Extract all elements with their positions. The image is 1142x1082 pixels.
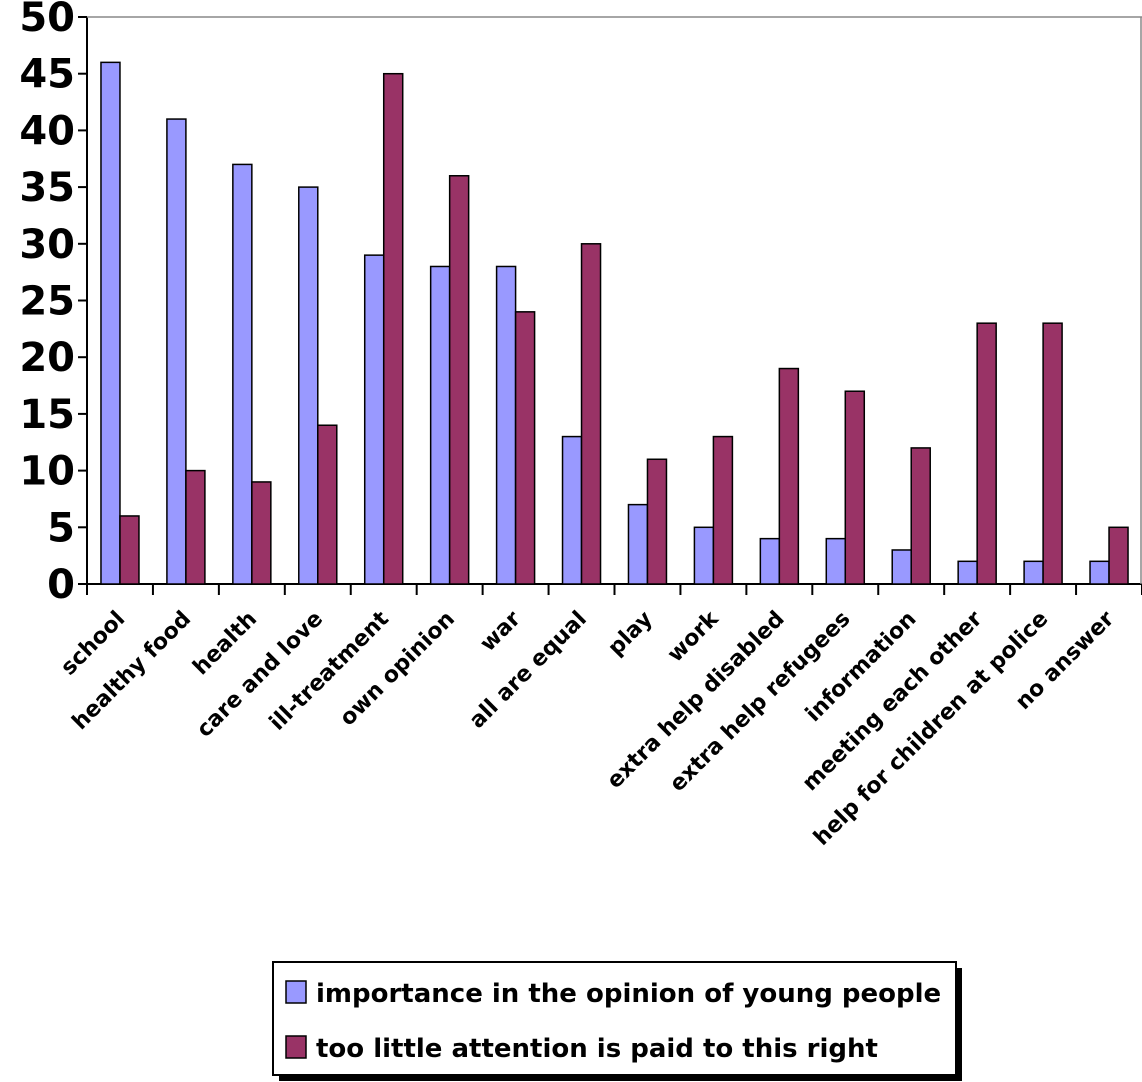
bar-importance <box>825 537 847 585</box>
bar-attention <box>251 481 272 585</box>
bar-attention <box>119 515 140 585</box>
bar-importance <box>1089 560 1110 585</box>
bar-importance <box>495 265 517 585</box>
legend-label-attention: too little attention is paid to this rig… <box>316 1034 878 1064</box>
bar-importance <box>561 435 583 585</box>
bar-attention <box>580 243 602 585</box>
bar-importance <box>759 537 781 585</box>
bar-importance <box>363 254 385 585</box>
legend-label-importance: importance in the opinion of young peopl… <box>316 979 941 1009</box>
y-tick-label: 5 <box>47 505 75 551</box>
legend: importance in the opinion of young peopl… <box>272 961 962 1081</box>
y-tick-label: 25 <box>19 279 75 325</box>
legend-swatch-attention <box>285 1035 307 1059</box>
bar-attention <box>712 435 734 585</box>
x-tick-label: ill-treatment <box>265 606 394 735</box>
bar-attention <box>448 175 470 585</box>
y-tick-label: 40 <box>19 108 75 154</box>
y-tick-label: 20 <box>19 335 75 381</box>
y-tick-label: 15 <box>19 392 75 438</box>
x-tick-label: help for children at police <box>809 607 1053 851</box>
bar-attention <box>1108 526 1129 585</box>
x-axis-ticks <box>86 584 1142 595</box>
x-tick-label: war <box>476 606 526 656</box>
bar-importance <box>232 163 253 585</box>
bar-importance <box>298 186 319 585</box>
y-tick-label: 30 <box>19 222 75 268</box>
y-tick-label: 0 <box>47 562 75 608</box>
bar-attention <box>514 311 536 585</box>
bar-attention <box>910 447 931 585</box>
x-tick-label: work <box>663 606 725 668</box>
legend-box <box>272 961 957 1076</box>
bar-attention <box>976 322 997 585</box>
y-tick-label: 45 <box>19 52 75 98</box>
y-tick-label: 10 <box>19 449 75 495</box>
bar-importance <box>891 549 912 585</box>
bar-importance <box>100 61 121 585</box>
y-tick-label: 35 <box>19 165 75 211</box>
y-axis-ticks: 0 5 10 15 20 25 30 35 40 45 50 <box>19 0 87 608</box>
x-tick-label: all are equal <box>465 607 592 734</box>
bar-attention <box>185 469 206 585</box>
bar-importance <box>627 503 649 585</box>
bar-importance <box>429 265 451 585</box>
bar-importance <box>957 560 978 585</box>
x-tick-label: play <box>603 607 657 661</box>
bar-attention <box>382 72 404 585</box>
bar-importance <box>166 118 187 585</box>
bar-attention <box>844 390 866 585</box>
bar-attention <box>317 424 338 585</box>
x-tick-label: own opinion <box>335 607 460 732</box>
bar-importance <box>693 526 715 585</box>
bar-attention <box>778 367 800 585</box>
bar-attention <box>1042 322 1063 585</box>
bar-importance <box>1023 560 1044 585</box>
legend-swatch-importance <box>285 980 307 1004</box>
y-tick-label: 50 <box>19 0 75 41</box>
bar-attention <box>646 458 668 585</box>
bars <box>100 61 1129 585</box>
x-tick-label: healthy food <box>68 607 196 735</box>
